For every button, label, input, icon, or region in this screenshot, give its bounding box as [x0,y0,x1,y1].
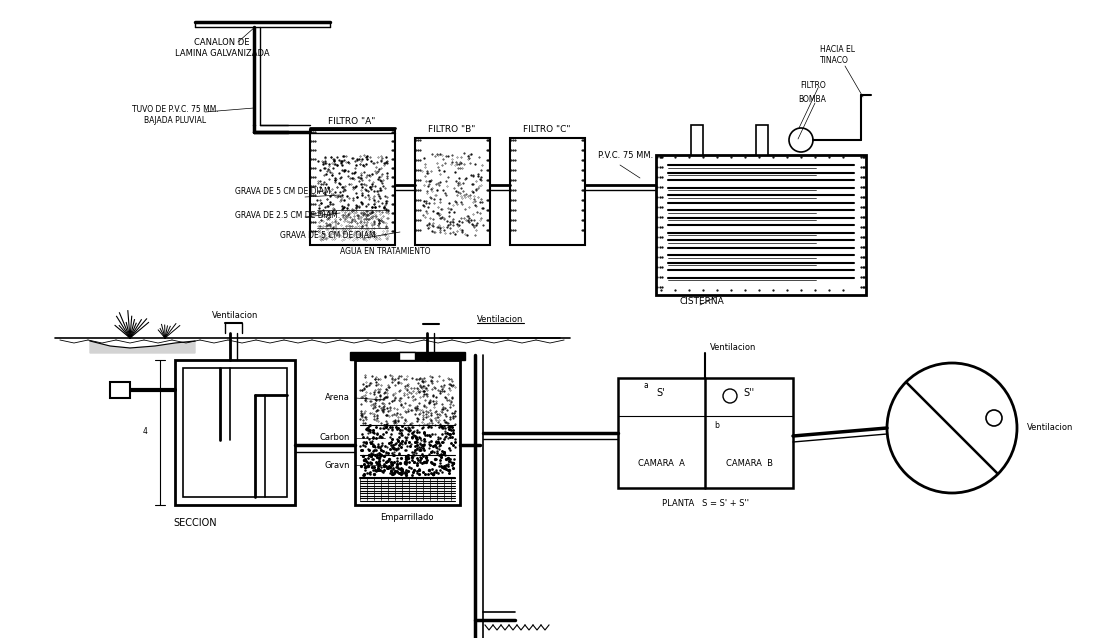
Bar [355,360,460,505]
Bar [399,352,415,360]
Bar [110,382,130,398]
Bar [175,360,295,505]
Text: b: b [715,422,719,431]
Text: PLANTA   S = S' + S'': PLANTA S = S' + S'' [662,498,749,507]
Text: HACIA EL
TINACO: HACIA EL TINACO [820,45,855,64]
Text: CISTERNA: CISTERNA [680,297,724,306]
Text: 4: 4 [142,427,148,436]
Bar [183,368,287,497]
Text: FILTRO "C": FILTRO "C" [523,126,570,135]
Text: Ventilacion: Ventilacion [477,316,523,325]
Text: BOMBA: BOMBA [798,96,826,105]
Text: Arena: Arena [325,394,350,403]
Text: Carbon: Carbon [319,433,350,443]
Bar [618,378,793,488]
Text: FILTRO "B": FILTRO "B" [428,126,476,135]
Bar [350,352,465,360]
Text: CAMARA  A: CAMARA A [637,459,685,468]
Bar [310,130,395,245]
Text: Ventilacion: Ventilacion [1027,424,1073,433]
Bar [756,125,768,155]
Text: Ventilacion: Ventilacion [211,311,259,320]
Bar [656,155,866,295]
Text: TUVO DE P.V.C. 75 MM.
BAJADA PLUVIAL: TUVO DE P.V.C. 75 MM. BAJADA PLUVIAL [132,105,218,124]
Text: Ventilacion: Ventilacion [710,343,756,353]
Text: S': S' [656,388,665,398]
Text: FILTRO "A": FILTRO "A" [328,117,375,126]
Text: a: a [644,382,648,390]
Text: SECCION: SECCION [173,518,217,528]
Bar [691,125,704,155]
Bar [510,138,585,245]
Text: Gravn: Gravn [325,461,350,470]
Text: P.V.C. 75 MM.: P.V.C. 75 MM. [598,151,653,160]
Text: S'': S'' [743,388,754,398]
Polygon shape [90,341,195,353]
Text: GRAVA DE 5 CM DE DIAM.: GRAVA DE 5 CM DE DIAM. [280,230,378,239]
Text: FILTRO: FILTRO [800,80,826,89]
Text: Emparrillado: Emparrillado [380,512,434,521]
Text: GRAVA DE 2.5 CM DE DIAM.: GRAVA DE 2.5 CM DE DIAM. [235,211,340,219]
Text: AGUA EN TRATAMIENTO: AGUA EN TRATAMIENTO [340,248,430,256]
Bar [415,138,490,245]
Text: GRAVA DE 5 CM DE DIAM.: GRAVA DE 5 CM DE DIAM. [235,188,333,197]
Text: CAMARA  B: CAMARA B [726,459,773,468]
Text: CANALON DE
LAMINA GALVANIZADA: CANALON DE LAMINA GALVANIZADA [175,38,270,57]
